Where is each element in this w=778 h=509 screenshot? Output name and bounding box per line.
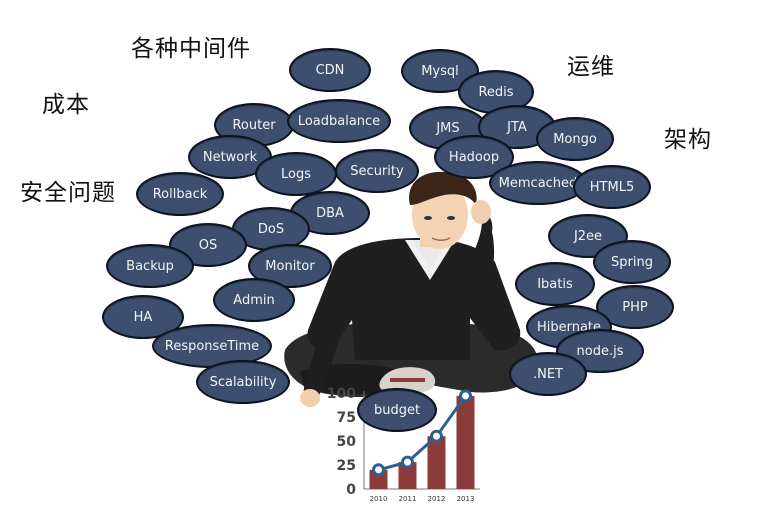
bubble-hadoop: Hadoop [434,135,514,179]
y-tick-label: 0 [346,482,356,498]
category-ops: 运维 [567,54,615,80]
bubble-ibatis: Ibatis [515,262,595,306]
chart-ticks: 0 25 50 75 100 2010 2011 2012 2013 [327,386,475,503]
bubble-ha: HA [102,295,184,339]
y-tick-label: 25 [337,458,356,474]
y-tick-label: 50 [337,434,357,450]
bubble-logs: Logs [255,152,337,196]
trend-point-2013 [459,389,472,403]
x-tick-label: 2012 [428,495,446,503]
bubble-memcached: Memcached [489,161,587,205]
x-tick-label: 2013 [457,495,475,503]
trend-point-2010 [372,463,385,477]
y-tick-label: 100 [327,386,356,402]
trend-line [378,395,467,472]
y-tick-label: 75 [337,410,356,426]
trend-point-2012 [430,429,443,443]
bubble-backup: Backup [106,244,194,288]
trend-point-2011 [401,455,414,469]
category-architecture: 架构 [664,127,712,153]
bubble-html5: HTML5 [573,165,651,209]
category-security: 安全问题 [20,180,116,206]
bubble-mongo: Mongo [536,117,614,161]
chart-bars [369,395,475,489]
bar-2011 [398,462,417,489]
bubble-security: Security [335,149,419,193]
bar-2013 [456,395,475,489]
bubble-admin: Admin [213,278,295,322]
bubble-spring: Spring [593,240,671,284]
bar-2012 [427,436,446,489]
bubble-cdn: CDN [289,48,371,92]
category-cost: 成本 [42,92,90,118]
bubble-net: .NET [509,352,587,396]
x-tick-label: 2010 [370,495,388,503]
bubble-php: PHP [596,285,674,329]
chart-line [372,389,472,477]
bubble-budget: budget [357,388,437,432]
bubble-scalability: Scalability [196,360,290,404]
bubble-rollback: Rollback [136,172,224,216]
bubble-loadbalance: Loadbalance [287,99,391,143]
x-tick-label: 2011 [399,495,417,503]
category-middleware: 各种中间件 [131,36,251,62]
bar-2010 [369,469,388,489]
